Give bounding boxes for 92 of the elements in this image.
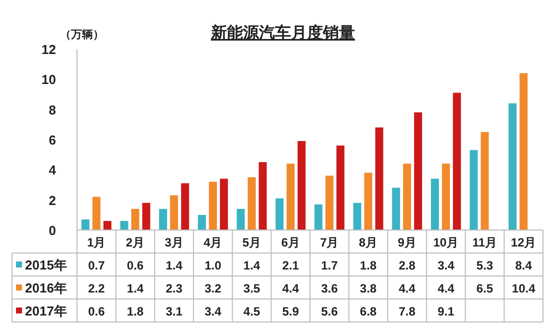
data-label: 4.4 bbox=[282, 282, 300, 296]
data-label: 7.8 bbox=[398, 304, 416, 318]
x-tick-label: 6月 bbox=[281, 236, 300, 250]
bar bbox=[480, 132, 489, 230]
data-label: 3.1 bbox=[166, 304, 183, 318]
bar bbox=[170, 195, 178, 230]
bar bbox=[236, 208, 245, 230]
y-tick-label: 4 bbox=[48, 162, 57, 178]
bar bbox=[181, 183, 190, 230]
data-label: 1.8 bbox=[360, 258, 377, 272]
x-tick-label: 7月 bbox=[320, 236, 339, 250]
bar bbox=[314, 204, 322, 230]
data-label: 0.6 bbox=[126, 258, 144, 272]
x-tick-label: 10月 bbox=[433, 236, 459, 250]
data-label: 3.6 bbox=[321, 282, 338, 296]
y-tick-label: 8 bbox=[48, 102, 56, 118]
x-tick-label: 8月 bbox=[358, 236, 378, 250]
bar bbox=[159, 208, 168, 230]
x-tick-label: 4月 bbox=[204, 236, 222, 250]
bar bbox=[508, 103, 517, 230]
data-label: 1.0 bbox=[204, 258, 222, 272]
x-tick-label: 3月 bbox=[164, 236, 184, 250]
data-label: 2.1 bbox=[282, 258, 300, 272]
bar bbox=[248, 177, 256, 230]
bar bbox=[120, 220, 128, 230]
bar bbox=[142, 202, 150, 230]
bar bbox=[392, 188, 400, 230]
legend-label: 2017年 bbox=[25, 304, 67, 318]
bar bbox=[375, 127, 384, 230]
bar bbox=[414, 112, 422, 230]
bar bbox=[520, 73, 528, 230]
data-label: 3.4 bbox=[204, 304, 222, 318]
data-label: 3.8 bbox=[360, 282, 377, 296]
data-label: 5.9 bbox=[282, 304, 300, 318]
data-label: 0.6 bbox=[88, 304, 106, 318]
y-tick-label: 12 bbox=[42, 42, 56, 57]
data-label: 3.4 bbox=[438, 258, 455, 272]
y-tick-label: 2 bbox=[48, 192, 56, 208]
data-label: 6.8 bbox=[360, 304, 377, 318]
x-tick-label: 1月 bbox=[87, 236, 106, 250]
data-label: 5.3 bbox=[476, 258, 494, 272]
data-label: 4.4 bbox=[398, 282, 416, 296]
data-label: 3.2 bbox=[204, 282, 222, 296]
bar bbox=[276, 198, 284, 230]
data-label: 9.1 bbox=[438, 304, 455, 318]
bar bbox=[470, 150, 478, 230]
data-label: 1.4 bbox=[126, 282, 144, 296]
bar bbox=[258, 162, 267, 230]
data-label: 10.4 bbox=[512, 282, 536, 296]
bar bbox=[430, 178, 439, 230]
bar bbox=[353, 202, 362, 230]
x-tick-label: 12月 bbox=[510, 236, 536, 250]
bar bbox=[286, 164, 295, 230]
legend-label: 2016年 bbox=[25, 280, 67, 296]
data-label: 2.8 bbox=[398, 258, 416, 272]
data-label: 1.7 bbox=[321, 258, 338, 272]
data-label: 1.4 bbox=[166, 258, 183, 272]
bar bbox=[103, 220, 112, 230]
bar bbox=[208, 182, 217, 230]
bar bbox=[92, 196, 100, 230]
data-label: 6.5 bbox=[476, 282, 494, 296]
data-label: 4.4 bbox=[438, 282, 455, 296]
y-tick-label: 6 bbox=[48, 132, 56, 148]
data-label: 3.5 bbox=[243, 282, 260, 296]
data-label: 0.7 bbox=[88, 258, 106, 272]
x-tick-label: 2月 bbox=[126, 236, 145, 250]
bar bbox=[81, 219, 90, 230]
data-label: 4.5 bbox=[243, 304, 260, 318]
bar bbox=[452, 92, 461, 230]
x-tick-label: 11月 bbox=[472, 236, 498, 250]
y-tick-label: 10 bbox=[42, 72, 56, 88]
chart-title: 新能源汽车月度销量 bbox=[210, 23, 355, 42]
data-label: 2.2 bbox=[88, 282, 106, 296]
bar bbox=[442, 164, 450, 230]
bar bbox=[298, 141, 306, 230]
bar bbox=[403, 164, 412, 230]
y-axis-title: （万辆） bbox=[60, 28, 104, 41]
data-label: 2.3 bbox=[166, 282, 183, 296]
x-tick-label: 9月 bbox=[398, 236, 416, 250]
bar bbox=[220, 178, 228, 230]
bar bbox=[336, 146, 344, 230]
data-label: 1.8 bbox=[126, 304, 144, 318]
x-tick-label: 5月 bbox=[242, 236, 262, 250]
bar bbox=[198, 214, 206, 230]
y-tick-label: 0 bbox=[48, 223, 56, 238]
legend-label: 2015年 bbox=[25, 258, 67, 272]
bar bbox=[325, 176, 334, 230]
bar bbox=[131, 208, 140, 230]
bar bbox=[364, 172, 372, 230]
data-label: 5.6 bbox=[321, 304, 338, 318]
data-label: 1.4 bbox=[243, 258, 260, 272]
data-label: 8.4 bbox=[515, 258, 532, 272]
